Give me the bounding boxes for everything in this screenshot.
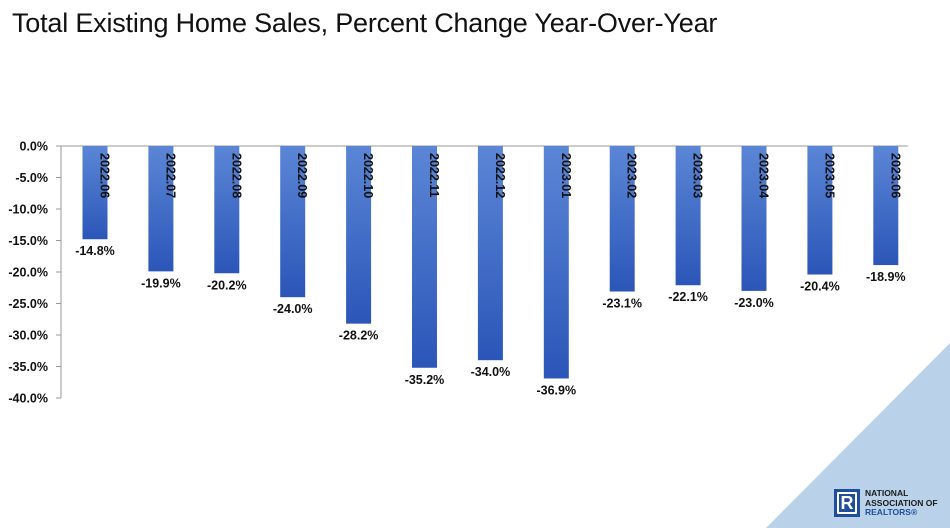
y-tick-label: -15.0%	[8, 234, 48, 248]
category-label: 2023.02	[625, 153, 639, 198]
bar	[873, 146, 899, 266]
category-label: 2023.03	[691, 153, 705, 198]
category-label: 2022.06	[98, 153, 112, 198]
bar	[214, 146, 240, 274]
category-label: 2023.06	[888, 153, 902, 198]
value-label: -22.1%	[668, 290, 708, 304]
category-label: 2023.01	[559, 153, 573, 198]
value-label: -23.0%	[734, 296, 774, 310]
category-label: 2022.08	[229, 153, 243, 198]
value-label: -20.2%	[207, 278, 247, 292]
bar	[148, 146, 174, 272]
y-tick-label: -25.0%	[8, 297, 48, 311]
category-label: 2023.05	[822, 153, 836, 198]
y-tick-label: -20.0%	[8, 266, 48, 280]
bar	[280, 146, 306, 298]
bar	[346, 146, 372, 324]
logo-mark-icon: R	[834, 489, 860, 518]
bar	[477, 146, 503, 361]
value-label: -34.0%	[471, 365, 511, 379]
category-label: 2023.04	[757, 153, 771, 198]
y-tick-label: -35.0%	[8, 360, 48, 374]
y-axis: 0.0% -5.0% -10.0% -15.0% -20.0% -25.0% -30.0% -…	[8, 140, 908, 406]
value-label: -35.2%	[405, 373, 445, 387]
value-label: -24.0%	[273, 302, 313, 316]
value-label: -28.2%	[339, 329, 379, 343]
category-label: 2022.11	[427, 153, 441, 198]
value-label: -14.8%	[75, 244, 115, 258]
bar	[675, 146, 701, 286]
bar	[741, 146, 767, 291]
data-labels: 2022.06 -14.8% 2022.07 -19.9% 2022.08 -20.2% 2…	[75, 153, 905, 397]
value-label: -20.4%	[800, 280, 840, 294]
value-label: -18.9%	[866, 270, 906, 284]
chart-title: Total Existing Home Sales, Percent Chang…	[12, 8, 718, 38]
category-label: 2022.09	[295, 153, 309, 198]
value-label: -23.1%	[602, 297, 642, 311]
value-label: -36.9%	[536, 383, 576, 397]
bars	[82, 146, 899, 379]
category-label: 2022.12	[493, 153, 507, 198]
y-tick-label: -40.0%	[8, 392, 48, 406]
y-tick-label: 0.0%	[20, 140, 49, 154]
value-label: -19.9%	[141, 276, 181, 290]
logo-text: NATIONAL ASSOCIATION OF REALTORS®	[865, 488, 938, 517]
realtors-logo: R NATIONAL ASSOCIATION OF REALTORS®	[834, 488, 938, 518]
y-tick-label: -5.0%	[15, 171, 48, 185]
bar	[609, 146, 635, 292]
bar	[412, 146, 437, 368]
bar	[807, 146, 833, 275]
bar	[543, 146, 569, 379]
category-label: 2022.07	[163, 153, 177, 198]
y-tick-label: -30.0%	[8, 329, 48, 343]
bar	[82, 146, 108, 240]
y-tick-label: -10.0%	[8, 203, 48, 217]
category-label: 2022.10	[361, 153, 375, 198]
